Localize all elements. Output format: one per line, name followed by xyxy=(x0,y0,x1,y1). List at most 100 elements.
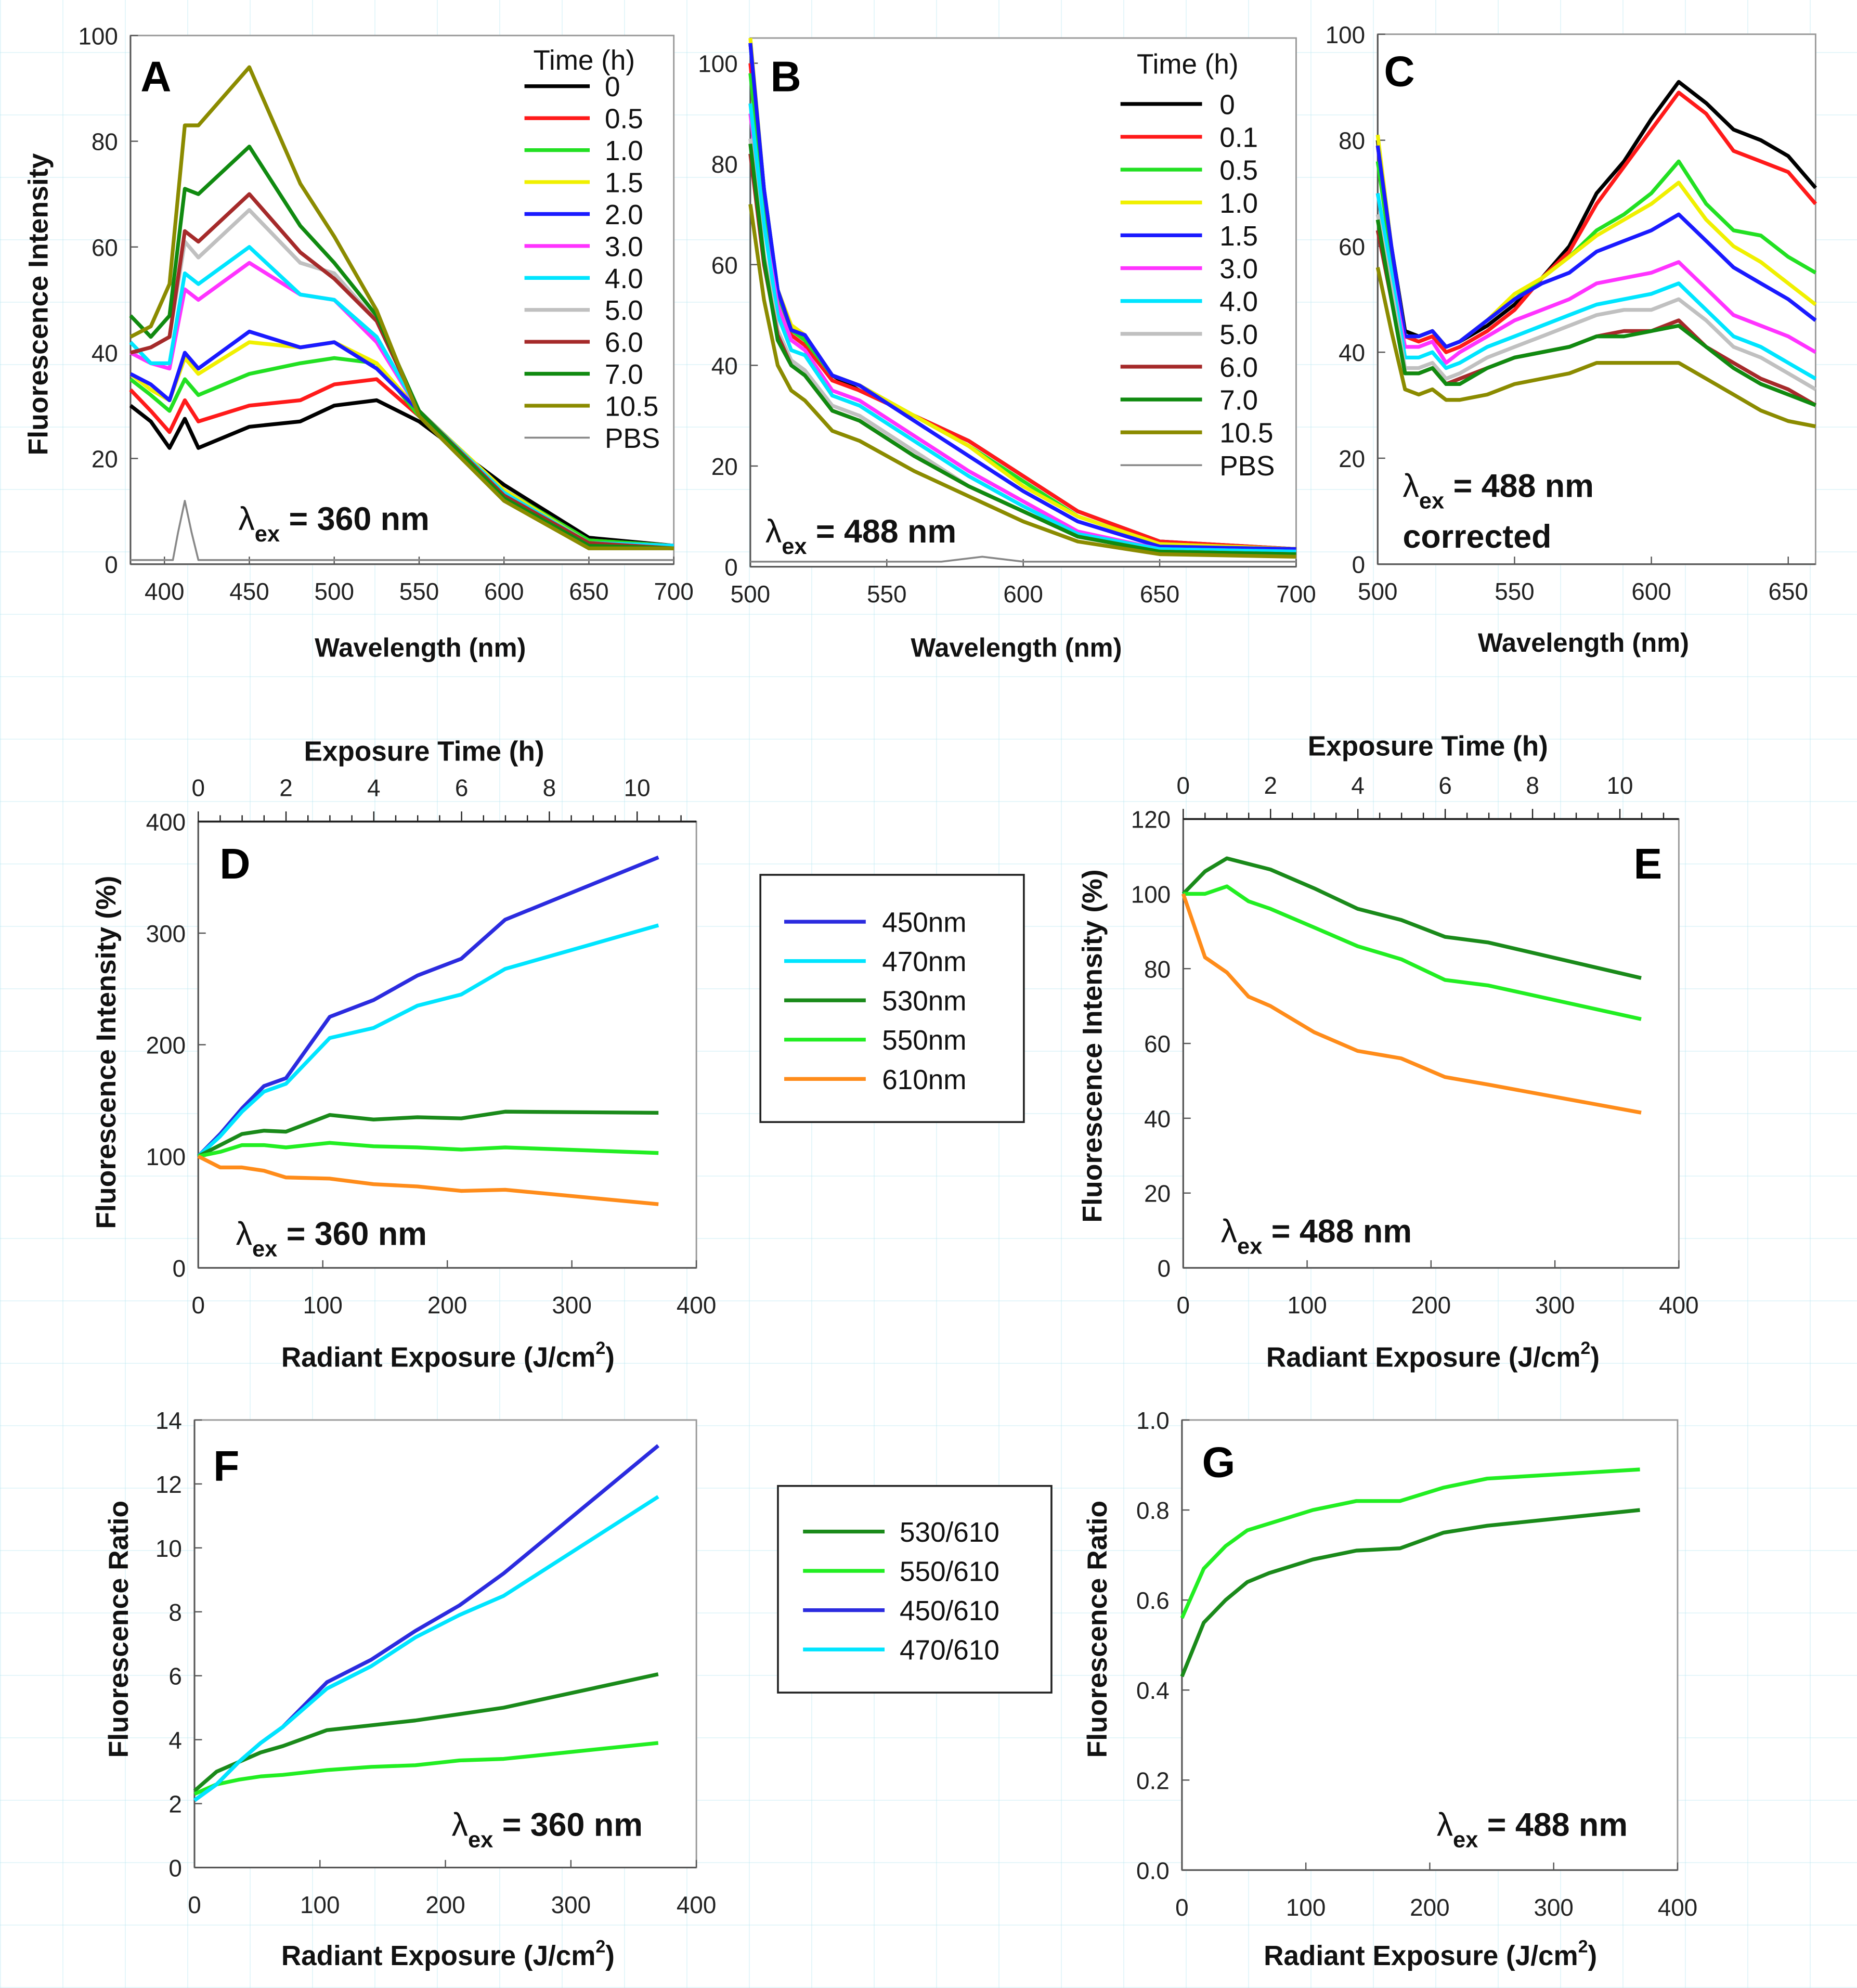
y-tick-label: 1.0 xyxy=(1136,1407,1170,1434)
series-line-530nm xyxy=(197,1109,659,1158)
y-axis-title: Fluorescence Intensity (%) xyxy=(1077,869,1108,1222)
y-tick-label: 60 xyxy=(1339,233,1365,260)
legend-label: 470/610 xyxy=(900,1635,999,1666)
x-tick-label: 400 xyxy=(1659,1292,1698,1319)
legend-label: 0.5 xyxy=(1219,155,1258,186)
x-axis-title: Radiant Exposure (J/cm2) xyxy=(281,1338,615,1373)
top-tick-label: 8 xyxy=(543,774,556,802)
legend-label: 0.5 xyxy=(605,104,643,134)
y-tick-label: 0.4 xyxy=(1136,1677,1170,1704)
plot-area xyxy=(1181,1419,1679,1871)
lambda-symbol: λ xyxy=(765,513,782,550)
lambda-symbol: λ xyxy=(236,1216,252,1252)
x-tick-label: 400 xyxy=(1658,1894,1697,1921)
subscript: ex xyxy=(1419,488,1444,513)
legend-label: 1.5 xyxy=(1219,221,1258,252)
x-tick-label: 0 xyxy=(191,1292,204,1319)
y-tick-label: 0 xyxy=(724,553,737,580)
y-tick-label: 20 xyxy=(1339,445,1365,472)
y-tick-label: 0.8 xyxy=(1136,1497,1170,1524)
x-tick-label: 100 xyxy=(303,1292,342,1319)
x-tick-label: 300 xyxy=(552,1292,591,1319)
y-tick-label: 0 xyxy=(1352,551,1365,578)
y-tick-label: 60 xyxy=(711,252,738,279)
series-line-trace-7 xyxy=(1375,214,1817,391)
plot-area xyxy=(129,34,675,565)
legend-label: 5.0 xyxy=(1219,319,1258,350)
y-tick-label: 80 xyxy=(1144,956,1171,983)
legend: Time (h) 00.10.51.01.53.04.05.06.07.010.5… xyxy=(1120,49,1275,482)
x-axis-title: Radiant Exposure (J/cm2) xyxy=(1266,1338,1600,1373)
legend-title: Time (h) xyxy=(1137,49,1239,80)
subscript: ex xyxy=(1453,1827,1478,1852)
excitation-annotation: λex = 488 nm xyxy=(1403,468,1594,513)
legend: Time (h)00.51.01.52.03.04.05.06.07.010.5… xyxy=(524,45,660,454)
y-tick-label: 0.0 xyxy=(1136,1857,1170,1884)
series-line-trace-9 xyxy=(1375,219,1816,407)
series-line-PBS xyxy=(130,499,674,561)
x-axis-title: Radiant Exposure (J/cm2) xyxy=(1264,1937,1597,1972)
y-axis-title: Fluorescence Ratio xyxy=(103,1501,134,1758)
panel-letter: A xyxy=(140,53,171,100)
y-tick-label: 0 xyxy=(173,1255,186,1282)
y-axis-title: Fluorescence Intensity xyxy=(23,153,54,455)
legend-label: 10.5 xyxy=(1219,418,1273,448)
top-axis-title: Exposure Time (h) xyxy=(1308,731,1548,762)
top-tick-label: 10 xyxy=(1607,772,1633,799)
top-tick-label: 4 xyxy=(367,774,380,802)
legend-label: 4.0 xyxy=(1219,287,1258,317)
series-line-530/610 xyxy=(193,1672,659,1792)
legend: 450nm 470nm 530nm 550nm 610nm xyxy=(759,874,1025,1124)
x-tick-label: 0 xyxy=(188,1891,201,1918)
top-tick-label: 2 xyxy=(279,774,292,802)
excitation-annotation: λex = 488 nm xyxy=(1437,1806,1628,1852)
x-tick-label: 200 xyxy=(1410,1894,1449,1921)
y-tick-label: 60 xyxy=(1144,1030,1171,1057)
series-line-trace-10 xyxy=(1375,267,1816,429)
lambda-symbol: λ xyxy=(238,501,254,537)
y-tick-label: 40 xyxy=(711,352,738,379)
y-tick-label: 0.6 xyxy=(1136,1587,1170,1614)
series-line-trace-5 xyxy=(1375,192,1817,365)
y-tick-label: 2 xyxy=(168,1790,181,1817)
x-tick-label: 400 xyxy=(677,1891,716,1918)
legend-label: 7.0 xyxy=(1219,385,1258,416)
series-line-trace-1 xyxy=(1375,91,1817,354)
x-tick-label: 200 xyxy=(425,1891,465,1918)
top-tick-label: 6 xyxy=(1438,772,1451,799)
y-tick-label: 80 xyxy=(92,128,118,155)
y-tick-label: 6 xyxy=(168,1663,181,1690)
legend-title: Time (h) xyxy=(533,45,635,76)
y-tick-label: 8 xyxy=(168,1599,181,1626)
top-tick-label: 0 xyxy=(191,774,204,802)
annotation-text: = 488 nm xyxy=(807,513,957,550)
x-axis-title: Radiant Exposure (J/cm2) xyxy=(281,1937,615,1972)
legend-label: 530nm xyxy=(882,986,966,1016)
x-tick-label: 550 xyxy=(399,578,439,605)
x-axis-title: Wavelength (nm) xyxy=(911,632,1122,662)
legend-label: 610nm xyxy=(882,1065,966,1095)
y-axis-title: Fluorescence Ratio xyxy=(1082,1501,1113,1758)
series-line-1.5 xyxy=(748,43,1296,551)
series-line-550nm xyxy=(198,1141,659,1158)
series-line-610nm xyxy=(197,1154,659,1206)
legend-label: 450nm xyxy=(882,907,966,938)
y-tick-label: 0 xyxy=(105,551,118,578)
annotation-text: = 360 nm xyxy=(277,1216,427,1252)
annotation-text: = 360 nm xyxy=(493,1806,643,1843)
lambda-symbol: λ xyxy=(1221,1213,1237,1249)
top-tick-label: 10 xyxy=(624,774,651,802)
legend-label: 2.0 xyxy=(605,200,643,230)
panel-letter: F xyxy=(213,1442,239,1490)
y-tick-label: 60 xyxy=(92,234,118,261)
y-tick-label: 100 xyxy=(146,1143,186,1170)
series-line-610nm xyxy=(1181,893,1642,1115)
legend-label: 0 xyxy=(605,72,620,102)
plot-area xyxy=(193,1419,697,1868)
panel-letter: D xyxy=(219,840,250,888)
legend-label: 1.0 xyxy=(1219,188,1258,219)
